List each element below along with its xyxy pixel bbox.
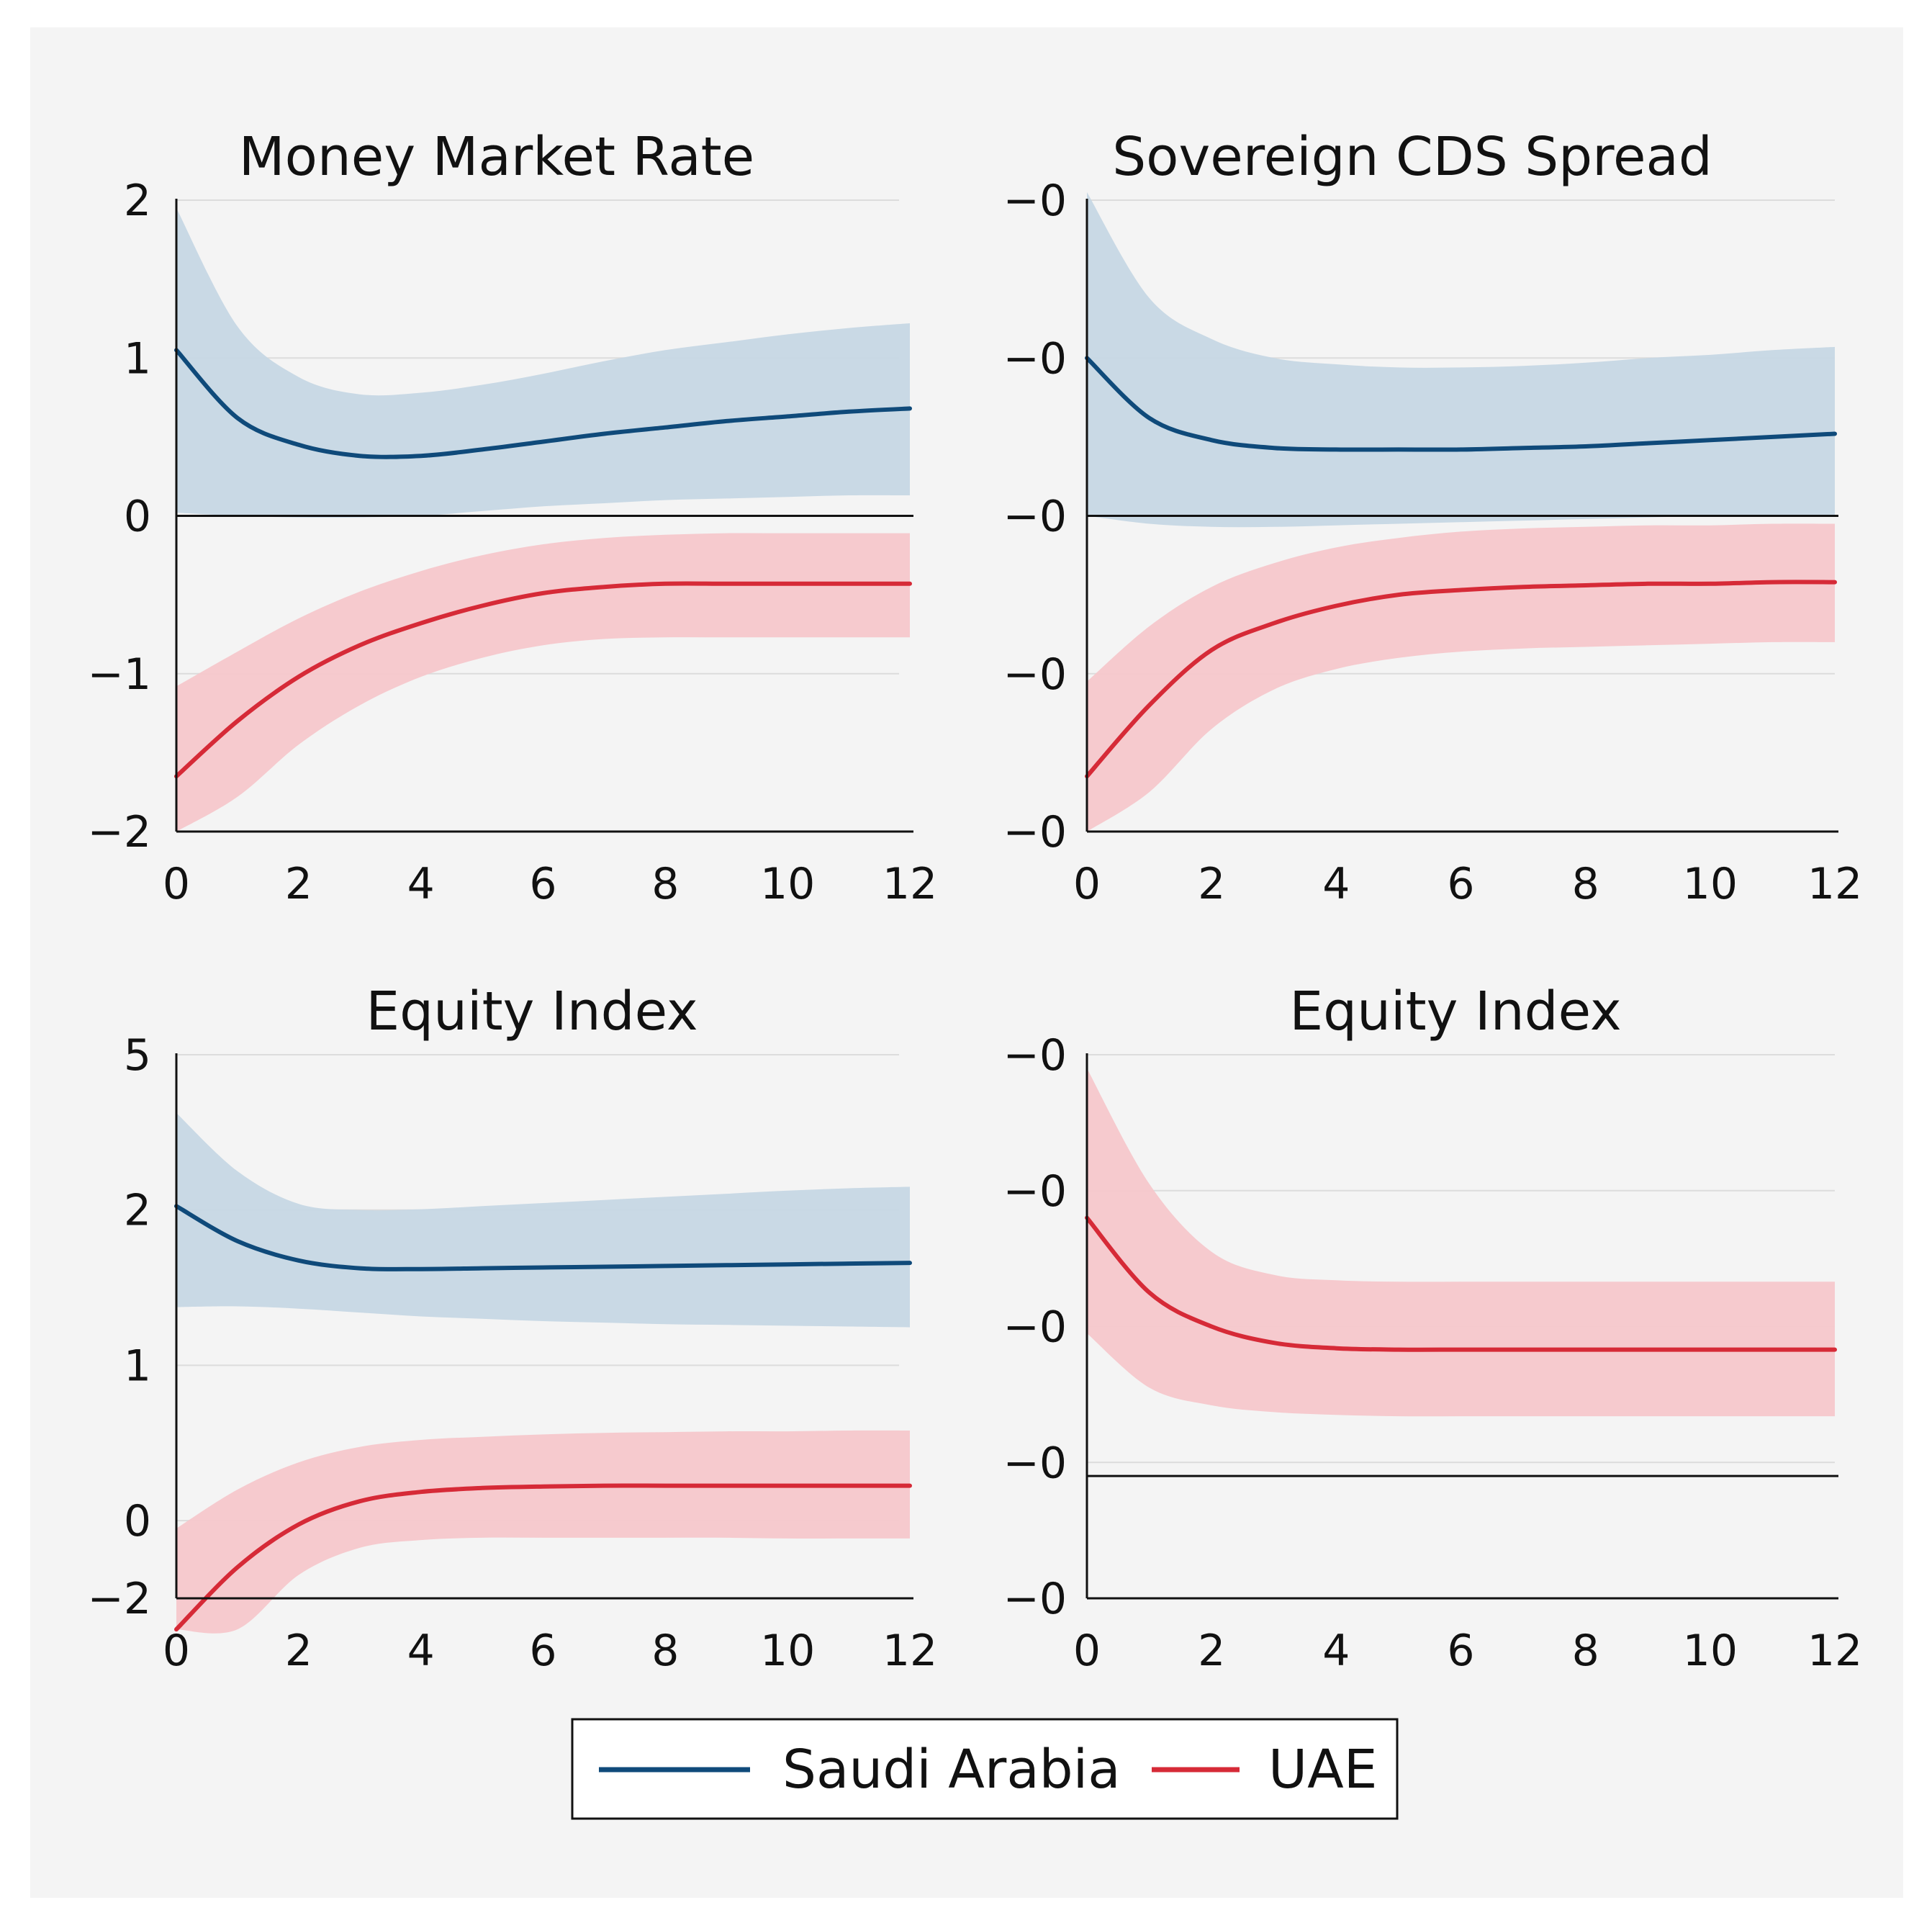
x-tick-label: 4 [1322, 1626, 1350, 1676]
x-tick-label: 8 [651, 859, 679, 909]
panel-4: Equity Index−0−0−0−0−00 2 4 6 8 10 12 [1003, 981, 1863, 1676]
x-tick-label: 6 [1447, 859, 1474, 909]
y-tick-label: −2 [88, 1574, 151, 1624]
x-tick-label: 4 [1322, 859, 1350, 909]
uae-confidence-band [1087, 1068, 1835, 1417]
panel-2: Sovereign CDS Spread−0−0−0−0−00 2 4 6 8 10 12 [1003, 126, 1863, 909]
uae-line [174, 1483, 912, 1632]
x-tick-label: 6 [529, 1626, 556, 1676]
saudi-arabia-line [174, 1204, 912, 1271]
y-tick-label: −0 [1003, 1438, 1067, 1488]
y-tick-label: −0 [1003, 1166, 1067, 1217]
x-tick-label: 12 [883, 1626, 937, 1676]
x-tick-label: 2 [285, 1626, 312, 1676]
x-tick-label: 6 [1447, 1626, 1474, 1676]
x-tick-label: 2 [1198, 1626, 1225, 1676]
y-tick-label: 2 [124, 176, 151, 226]
saudi-arabia-confidence-band [176, 1112, 910, 1328]
x-tick-label: 0 [163, 859, 190, 909]
x-tick-label: 8 [651, 1626, 679, 1676]
y-tick-label: −0 [1003, 492, 1067, 542]
x-tick-label: 8 [1572, 859, 1599, 909]
panel-title: Sovereign CDS Spread [1112, 126, 1712, 188]
x-tick-label: 4 [407, 1626, 435, 1676]
uae-confidence-band [176, 1430, 910, 1634]
x-tick-label: 10 [760, 859, 815, 909]
x-tick-label: 8 [1572, 1626, 1599, 1676]
saudi-arabia-confidence-band [1087, 192, 1835, 528]
uae-line [1085, 1215, 1837, 1352]
saudi-arabia-line [1085, 356, 1837, 452]
panel-title: Equity Index [366, 981, 698, 1042]
figure: Money Market Rate 2 1 0 −1 −2 0 2 4 6 8 10 12 Soverei… [30, 27, 1903, 1898]
panel-title: Equity Index [1289, 981, 1621, 1042]
panel-title: Money Market Rate [239, 126, 754, 188]
uae-confidence-band [176, 533, 910, 832]
y-tick-label: 1 [124, 1341, 151, 1391]
x-tick-label: 4 [407, 859, 435, 909]
y-tick-label: 5 [124, 1030, 151, 1081]
y-tick-label: −1 [88, 649, 151, 700]
saudi-arabia-confidence-band [176, 208, 910, 518]
legend-label: UAE [1268, 1739, 1378, 1801]
y-tick-label: 1 [124, 333, 151, 384]
x-tick-label: 10 [760, 1626, 815, 1676]
saudi-arabia-line [174, 348, 912, 459]
x-tick-label: 2 [1198, 859, 1225, 909]
y-tick-label: −0 [1003, 649, 1067, 700]
x-tick-label: 0 [1073, 859, 1101, 909]
x-tick-label: 12 [1807, 859, 1862, 909]
x-tick-label: 0 [163, 1626, 190, 1676]
x-tick-label: 10 [1683, 1626, 1738, 1676]
y-tick-label: −0 [1003, 176, 1067, 226]
x-tick-label: 12 [1807, 1626, 1862, 1676]
y-tick-label: 2 [124, 1186, 151, 1236]
x-tick-label: 6 [529, 859, 556, 909]
legend-label: Saudi Arabia [782, 1739, 1121, 1801]
y-tick-label: 0 [124, 1496, 151, 1546]
y-tick-label: −0 [1003, 333, 1067, 384]
uae-line [174, 581, 912, 779]
legend: Saudi Arabia UAE [571, 1718, 1399, 1820]
x-tick-label: 10 [1683, 859, 1738, 909]
y-tick-label: −0 [1003, 1574, 1067, 1624]
x-tick-label: 0 [1073, 1626, 1101, 1676]
x-tick-label: 2 [285, 859, 312, 909]
y-tick-label: −0 [1003, 1030, 1067, 1081]
y-tick-label: −2 [88, 807, 151, 857]
x-tick-label: 12 [883, 859, 937, 909]
y-tick-label: −0 [1003, 807, 1067, 857]
uae-line [1085, 580, 1837, 779]
uae-confidence-band [1087, 523, 1835, 832]
y-tick-label: 0 [124, 492, 151, 542]
y-tick-label: −0 [1003, 1302, 1067, 1353]
